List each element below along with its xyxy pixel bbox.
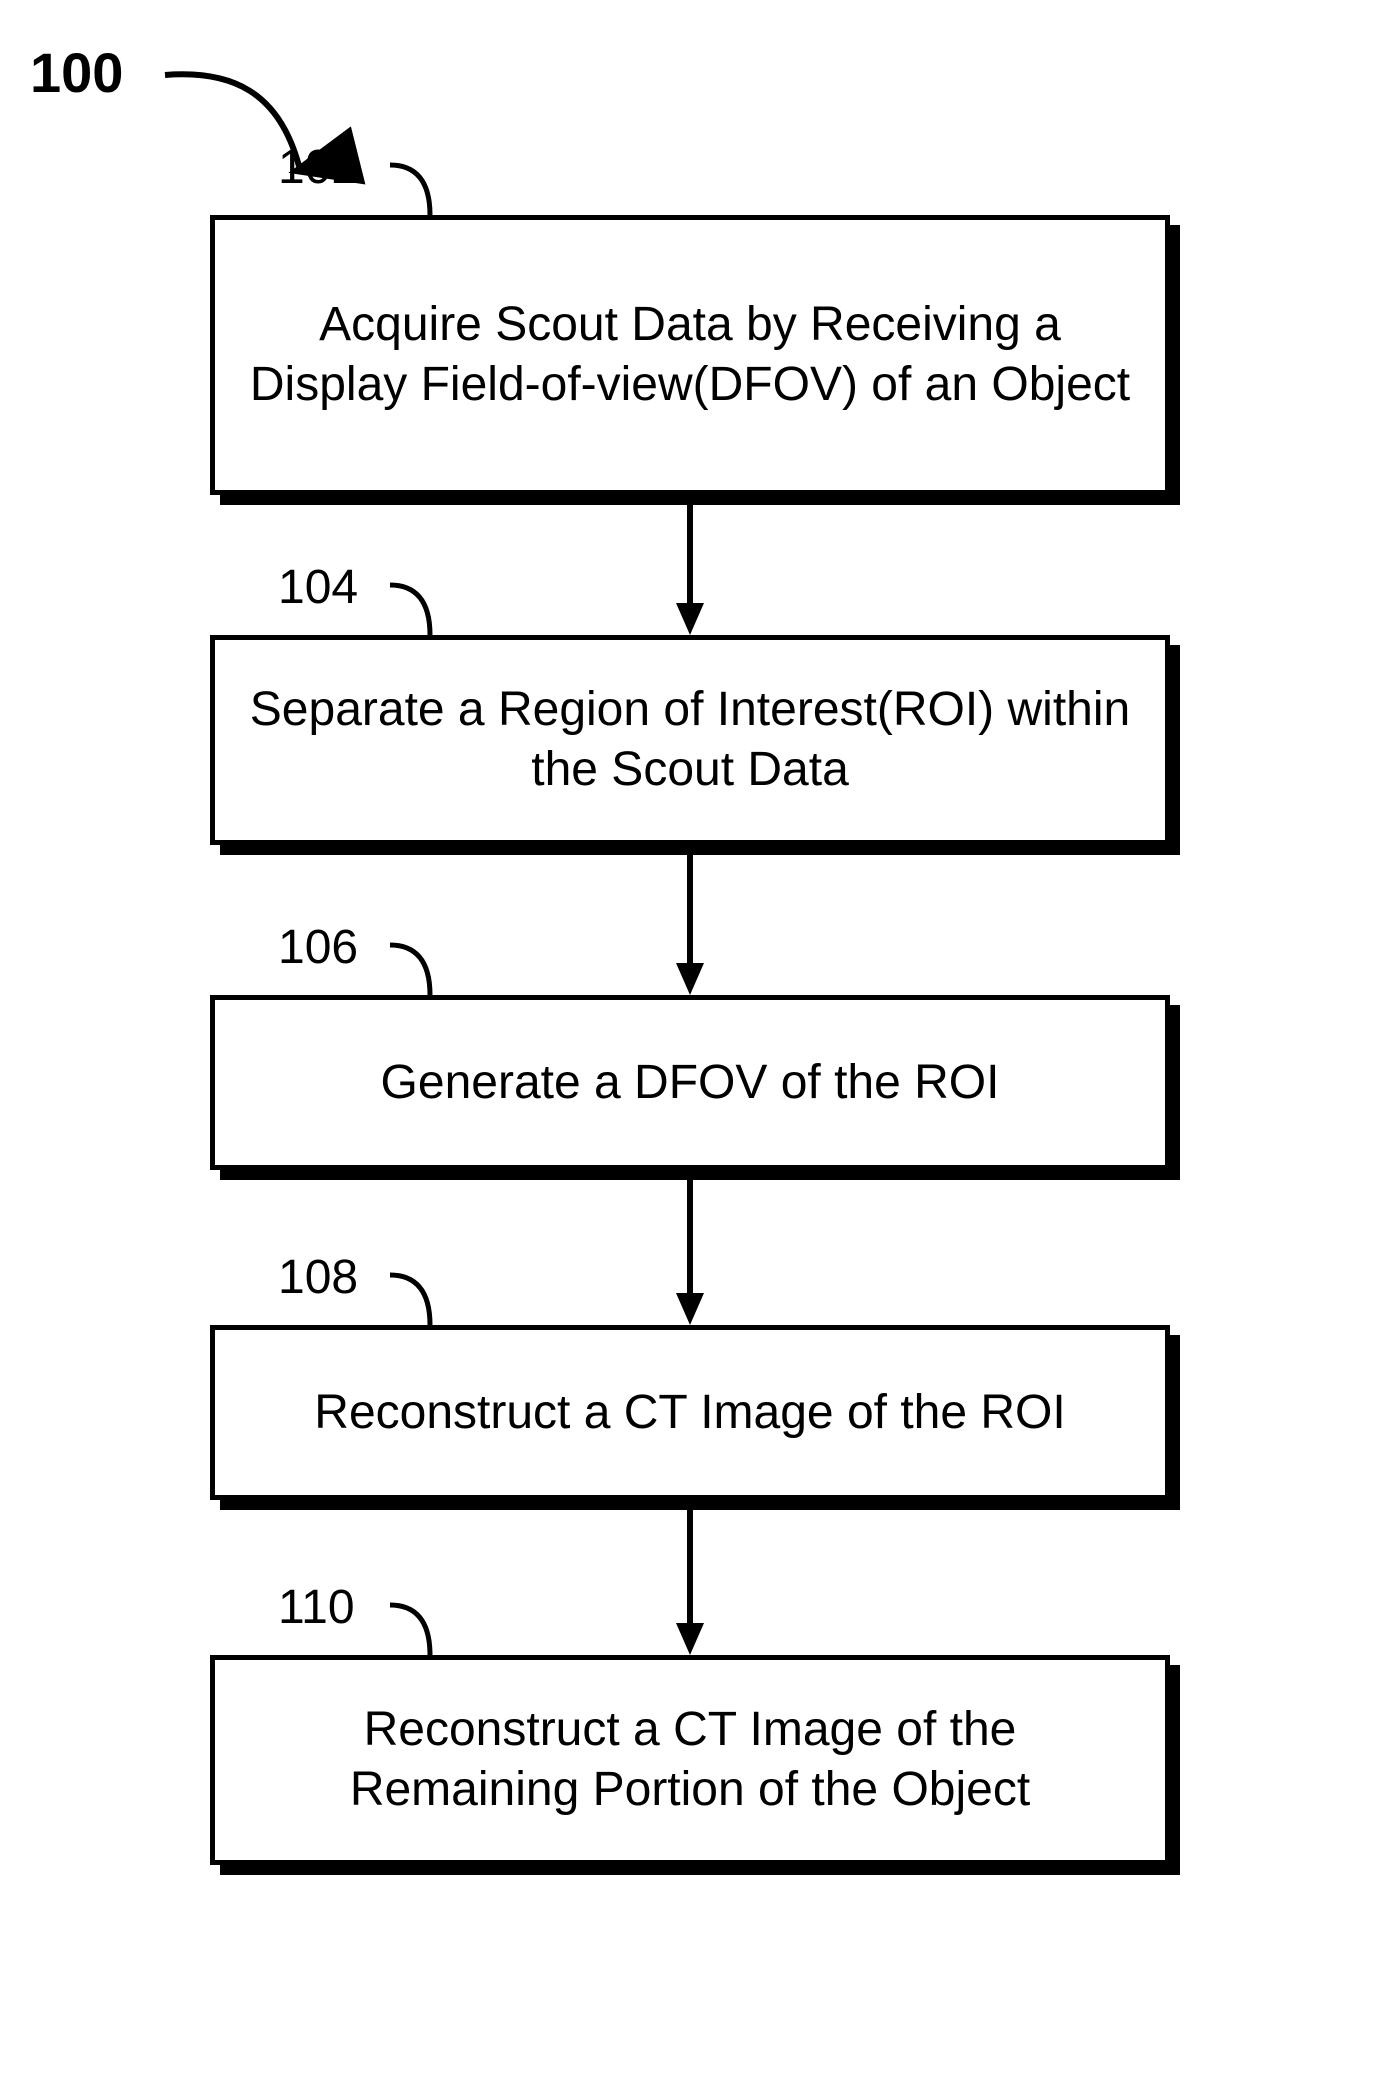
flowchart-canvas: 100 Acquire Scout Data by Receiving a Di… bbox=[0, 0, 1375, 2086]
reference-leader bbox=[390, 945, 430, 995]
flowchart-step-text: Acquire Scout Data by Receiving a Displa… bbox=[243, 295, 1137, 415]
reference-leader bbox=[390, 1605, 430, 1655]
box-shadow-right bbox=[1170, 225, 1180, 505]
flowchart-step: Reconstruct a CT Image of the ROI bbox=[210, 1325, 1170, 1500]
figure-label: 100 bbox=[30, 40, 123, 105]
box-shadow-right bbox=[1170, 645, 1180, 855]
reference-number: 106 bbox=[278, 920, 358, 975]
box-shadow-bottom bbox=[220, 1500, 1180, 1510]
flow-arrow bbox=[676, 505, 704, 635]
flowchart-step: Reconstruct a CT Image of the Remaining … bbox=[210, 1655, 1170, 1865]
box-shadow-bottom bbox=[220, 495, 1180, 505]
flowchart-step-text: Generate a DFOV of the ROI bbox=[243, 1053, 1137, 1113]
box-shadow-right bbox=[1170, 1665, 1180, 1875]
reference-leader bbox=[390, 585, 430, 635]
flowchart-step: Separate a Region of Interest(ROI) withi… bbox=[210, 635, 1170, 845]
reference-number: 108 bbox=[278, 1250, 358, 1305]
box-shadow-bottom bbox=[220, 1865, 1180, 1875]
flow-arrow bbox=[676, 1180, 704, 1325]
flowchart-step: Generate a DFOV of the ROI bbox=[210, 995, 1170, 1170]
reference-number: 104 bbox=[278, 560, 358, 615]
flowchart-step-text: Reconstruct a CT Image of the Remaining … bbox=[243, 1700, 1137, 1820]
flowchart-step-text: Reconstruct a CT Image of the ROI bbox=[243, 1383, 1137, 1443]
box-shadow-bottom bbox=[220, 845, 1180, 855]
reference-number: 110 bbox=[278, 1580, 355, 1635]
reference-leader bbox=[390, 165, 430, 215]
box-shadow-bottom bbox=[220, 1170, 1180, 1180]
flowchart-step-text: Separate a Region of Interest(ROI) withi… bbox=[243, 680, 1137, 800]
flowchart-step: Acquire Scout Data by Receiving a Displa… bbox=[210, 215, 1170, 495]
box-shadow-right bbox=[1170, 1335, 1180, 1510]
box-shadow-right bbox=[1170, 1005, 1180, 1180]
flow-arrow bbox=[676, 1510, 704, 1655]
flow-arrow bbox=[676, 855, 704, 995]
reference-number: 102 bbox=[278, 140, 358, 195]
reference-leader bbox=[390, 1275, 430, 1325]
